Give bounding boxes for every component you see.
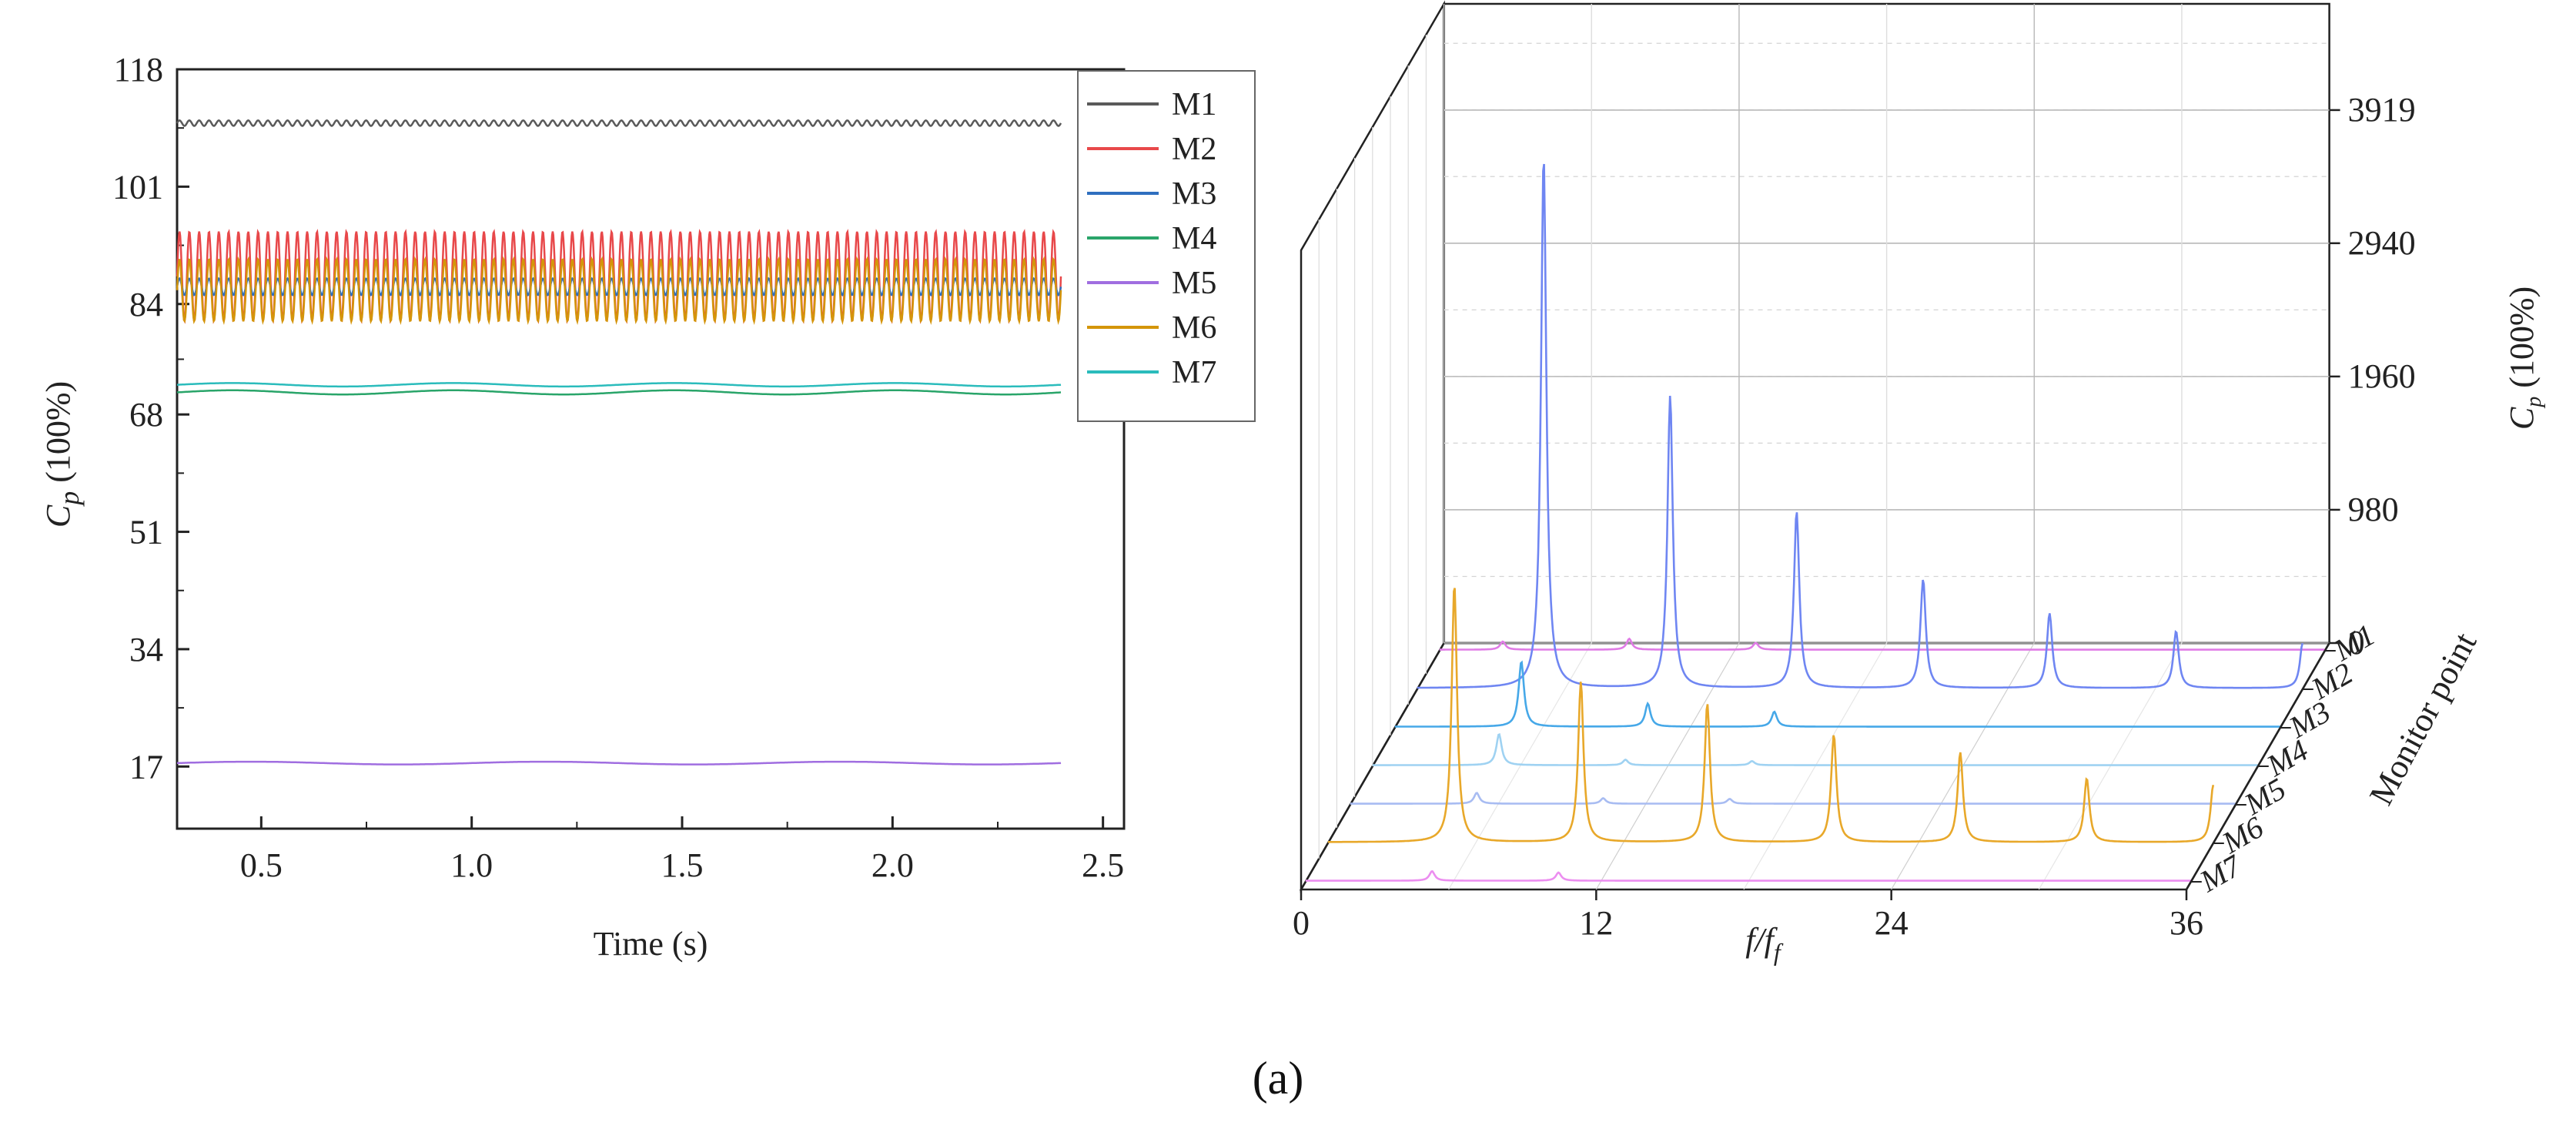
series-line-m4 bbox=[176, 389, 1061, 396]
y-tick-label: 118 bbox=[114, 51, 163, 89]
legend: M1 M2 M3 M4 M5 M6 M7 bbox=[1077, 70, 1256, 422]
legend-label-m4: M4 bbox=[1172, 221, 1216, 256]
series-line-m6 bbox=[176, 256, 1062, 326]
time-chart-y-axis-label: Cp (100%) bbox=[39, 381, 85, 528]
spectrum-x-label-slash: / bbox=[1752, 921, 1767, 959]
time-chart-y-axis: 17 34 51 68 84 101 118 bbox=[112, 51, 189, 786]
x-tick-label: 2.0 bbox=[871, 846, 914, 884]
series-line-m7 bbox=[177, 382, 1062, 388]
y-tick-label: 68 bbox=[129, 396, 163, 434]
spectrum-x-axis-label: f/ff bbox=[1745, 921, 1784, 966]
spectrum-x-tick-label: 24 bbox=[1875, 904, 1909, 942]
spectrum-z-axis: 0 980 1960 2940 3919 bbox=[2329, 91, 2416, 662]
legend-label-m6: M6 bbox=[1172, 310, 1216, 346]
time-series-chart: 17 34 51 68 84 101 118 0.5 1.0 1.5 2.0 2.5 Cp (100… bbox=[39, 51, 1256, 963]
spectrum-z-tick-label: 2940 bbox=[2348, 224, 2416, 262]
spectrum-z-label-main: C bbox=[2503, 407, 2541, 430]
spectrum-line-m1 bbox=[1439, 637, 2325, 651]
spectrum-x-tick-label: 12 bbox=[1579, 904, 1613, 942]
spectrum-3d-box bbox=[1299, 0, 2331, 893]
spectrum-z-tick-label: 3919 bbox=[2348, 91, 2416, 129]
spectrum-x-tick-label: 0 bbox=[1293, 904, 1310, 942]
y-axis-label-main: C bbox=[39, 504, 77, 528]
legend-label-m7: M7 bbox=[1172, 355, 1216, 390]
spectrum-line-m4 bbox=[1372, 732, 2258, 766]
spectrum-x-label-sub: f bbox=[1774, 938, 1784, 966]
x-tick-label: 1.5 bbox=[661, 846, 704, 884]
spectrum-z-tick-label: 1960 bbox=[2348, 357, 2416, 395]
spectrum-monitor-axis-label: Monitor point bbox=[2362, 626, 2484, 811]
spectrum-line-m7 bbox=[1305, 869, 2191, 882]
legend-label-m2: M2 bbox=[1172, 132, 1216, 167]
floor-grid-x bbox=[1891, 642, 2035, 890]
x-axis-label: Time (s) bbox=[594, 925, 708, 963]
spectrum-z-tick-label: 980 bbox=[2348, 491, 2399, 528]
spectrum-z-label-unit: (100%) bbox=[2503, 286, 2541, 397]
spectrum-z-tick-label: 0 bbox=[2348, 624, 2365, 662]
time-chart-plot-area bbox=[176, 68, 1126, 830]
spectrum-x-tick-label: 36 bbox=[2170, 904, 2203, 942]
spectrum-line-m6 bbox=[1327, 588, 2215, 843]
y-tick-label: 34 bbox=[129, 631, 163, 668]
floor-grid-x bbox=[2038, 642, 2183, 890]
x-tick-label: 1.0 bbox=[450, 846, 493, 884]
spectrum-series-group bbox=[1305, 163, 2325, 882]
series-line-m5 bbox=[177, 760, 1062, 766]
series-line-m1 bbox=[176, 119, 1062, 127]
legend-label-m5: M5 bbox=[1172, 266, 1216, 301]
y-axis-label-sub: p bbox=[54, 491, 85, 508]
floor-grid-x bbox=[1743, 642, 1888, 890]
spectrum-3d-gridlines bbox=[1318, 4, 2330, 890]
spectrum-z-label-sub: p bbox=[2522, 397, 2546, 409]
monitor-point-label: Monitor point bbox=[2362, 626, 2484, 811]
legend-label-m3: M3 bbox=[1172, 176, 1216, 212]
legend-box bbox=[1077, 70, 1256, 422]
y-tick-label: 84 bbox=[129, 286, 163, 323]
y-tick-label: 101 bbox=[112, 168, 163, 206]
y-tick-label: 51 bbox=[129, 514, 163, 551]
y-axis-label-unit: (100%) bbox=[39, 381, 77, 491]
floor-grid-x bbox=[1595, 642, 1740, 890]
x-tick-label: 0.5 bbox=[240, 846, 283, 884]
spectrum-line-m3 bbox=[1394, 660, 2280, 728]
time-chart-series-group bbox=[176, 119, 1062, 766]
figure-caption: (a) bbox=[1253, 1053, 1304, 1104]
spectrum-line-m5 bbox=[1350, 792, 2236, 805]
spectrum-z-label-text: Cp (100%) bbox=[2503, 286, 2546, 430]
y-axis-label-text: Cp (100%) bbox=[39, 381, 85, 528]
floor-grid-x bbox=[1448, 642, 1592, 890]
x-tick-label: 2.5 bbox=[1082, 846, 1124, 884]
spectrum-line-m2 bbox=[1417, 163, 2304, 689]
spectrum-z-axis-label: Cp (100%) bbox=[2503, 286, 2546, 430]
monitor-axis-line bbox=[2185, 642, 2330, 890]
spectrum-x-axis: 0 12 24 36 bbox=[1293, 889, 2203, 942]
time-chart-x-axis: 0.5 1.0 1.5 2.0 2.5 bbox=[240, 816, 1124, 884]
legend-entries: M1 M2 M3 M4 M5 M6 M7 bbox=[1087, 87, 1216, 390]
y-tick-label: 17 bbox=[129, 748, 163, 786]
legend-label-m1: M1 bbox=[1172, 87, 1216, 122]
